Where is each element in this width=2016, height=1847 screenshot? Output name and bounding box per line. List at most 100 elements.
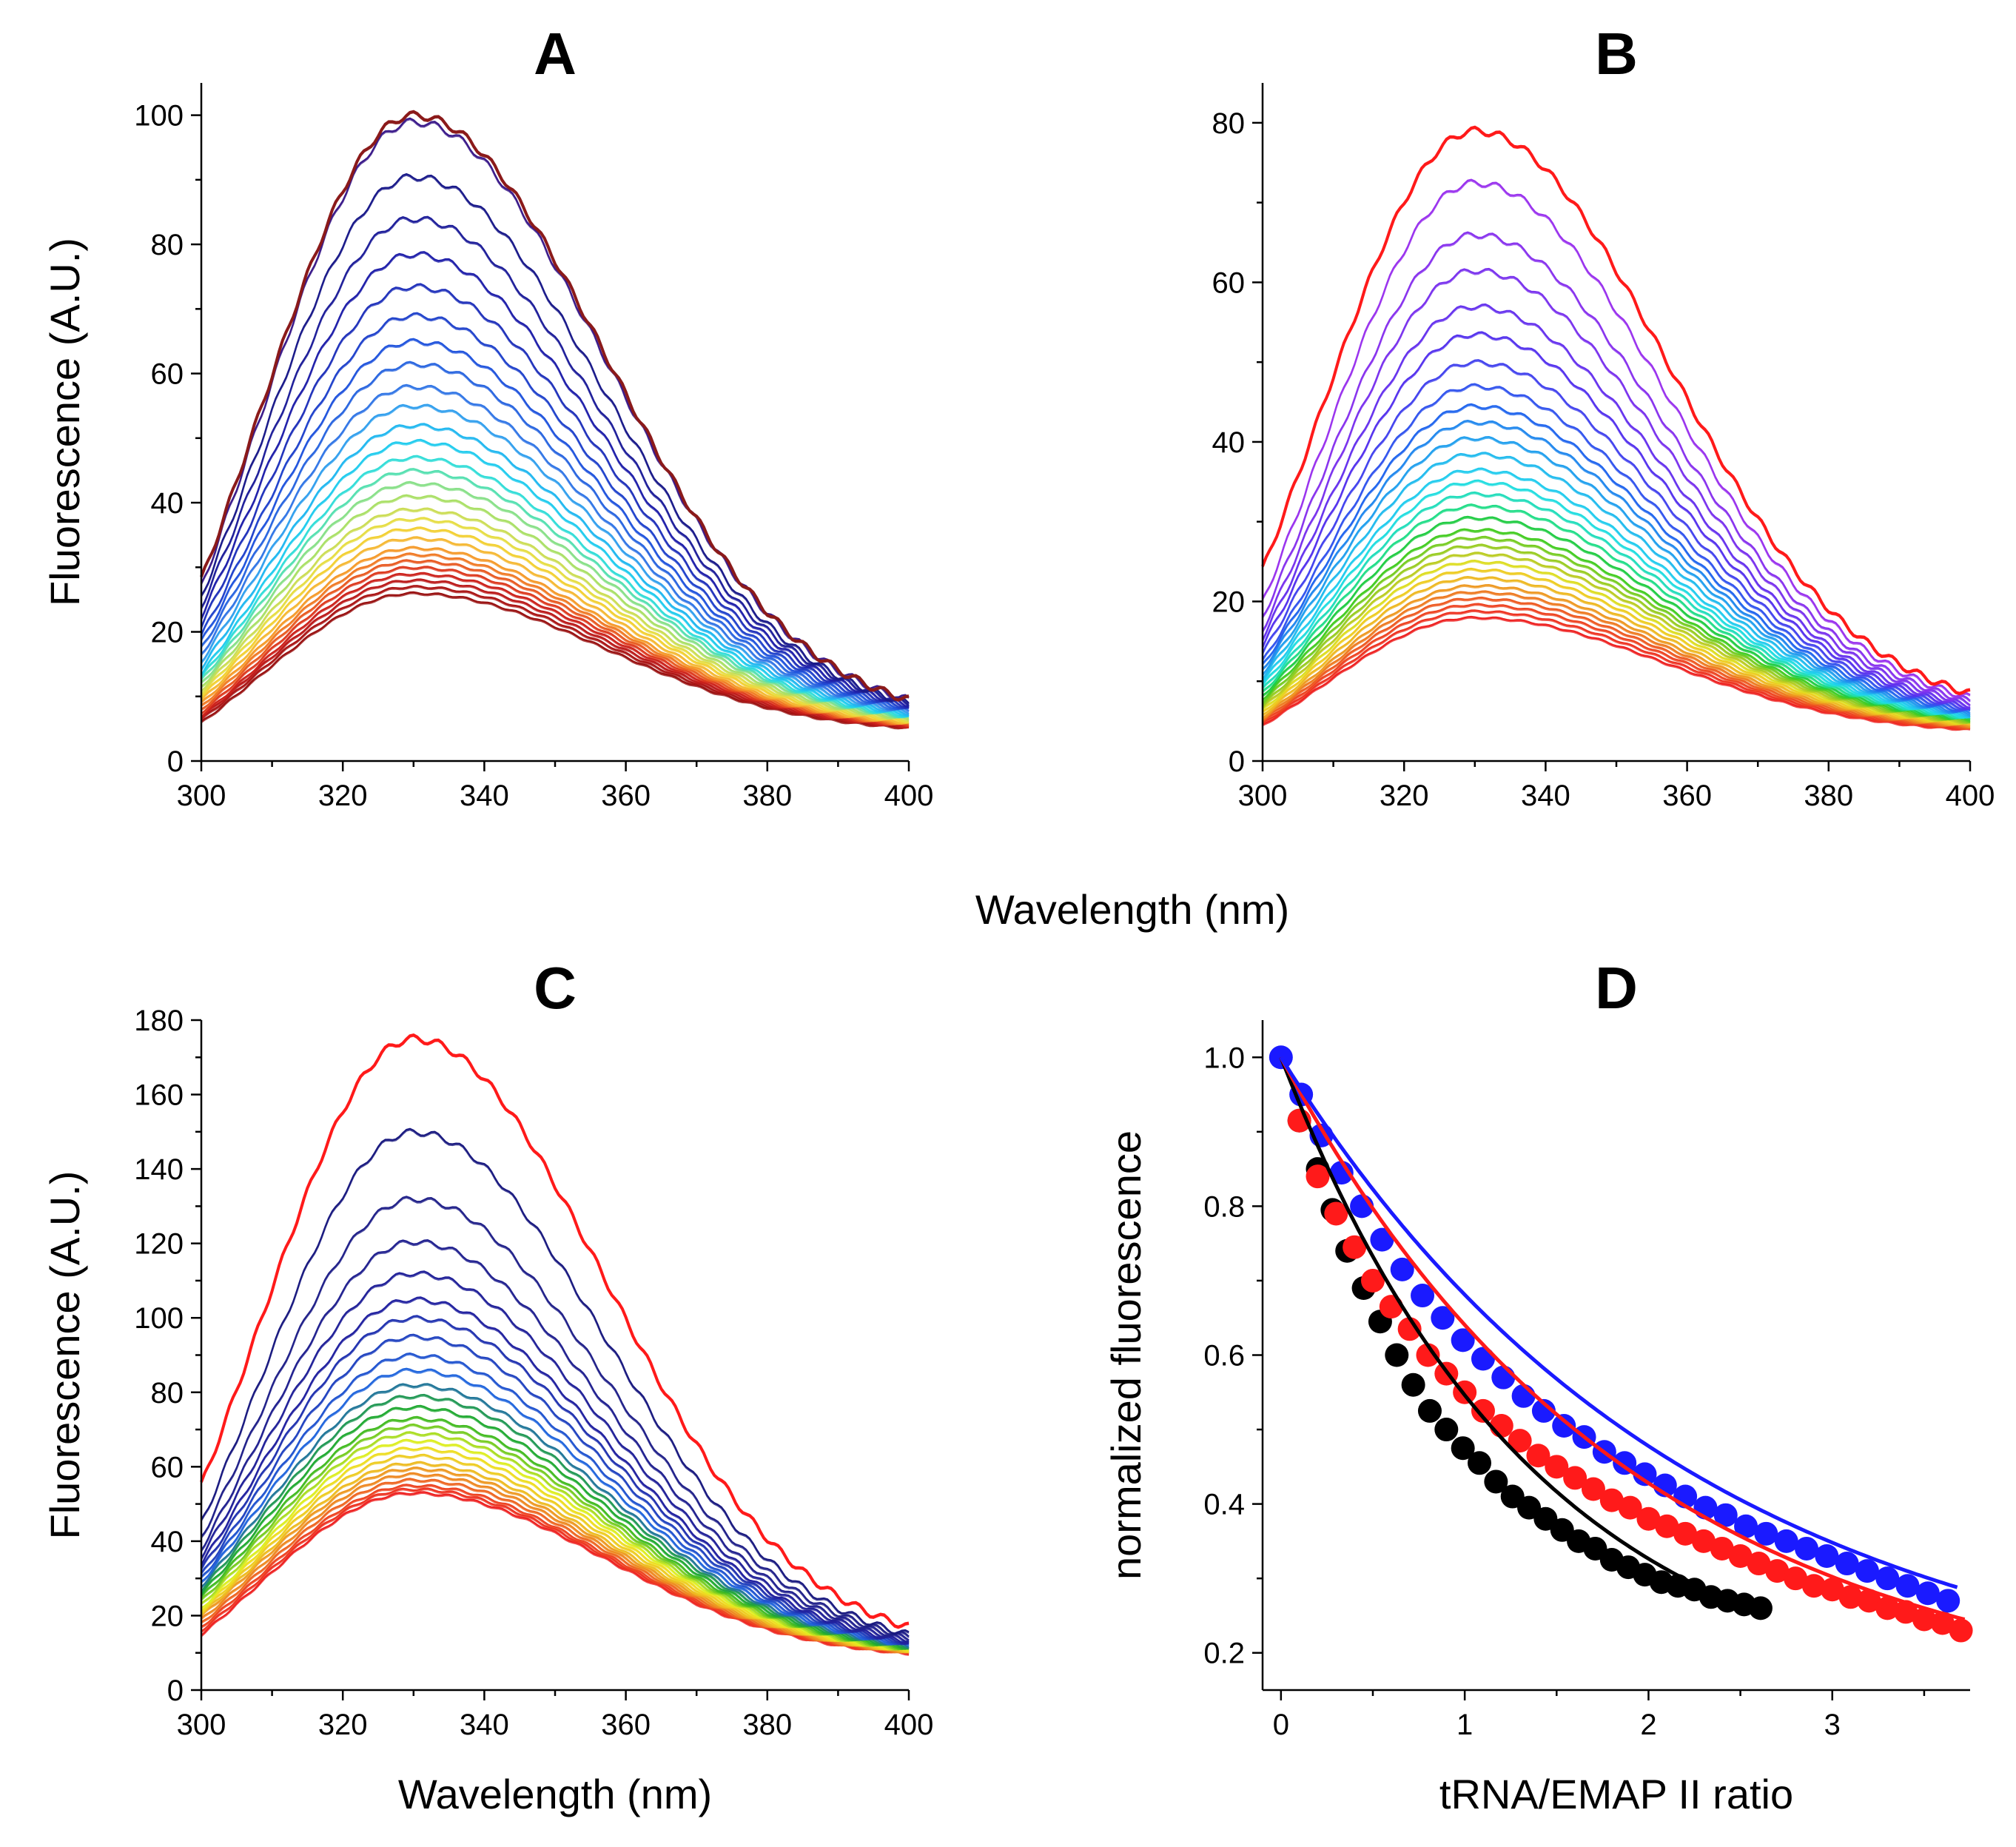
data-point [1390, 1257, 1414, 1281]
spectrum-curve-replicate [201, 482, 910, 719]
data-point [1563, 1466, 1587, 1490]
data-point [1855, 1559, 1879, 1583]
spectrum-curve [201, 546, 910, 724]
spectrum-curve-replicate [201, 1406, 910, 1650]
data-point [1710, 1536, 1734, 1561]
data-point [1728, 1544, 1753, 1568]
data-point [1417, 1398, 1442, 1423]
spectrum-curve-replicate [201, 1455, 910, 1654]
spectrum-curve-replicate [1262, 552, 1971, 725]
y-axis-label: Fluorescence (A.U.) [41, 1171, 88, 1540]
spectrum-curve-replicate [201, 423, 910, 717]
x-tick-label: 340 [460, 780, 509, 812]
data-point [1306, 1164, 1330, 1189]
spectrum-curve-replicate [201, 362, 910, 711]
data-point [1471, 1347, 1495, 1371]
data-point [1370, 1227, 1394, 1252]
spectrum-curve [1262, 596, 1971, 728]
data-point [1491, 1365, 1516, 1390]
spectrum-curve-replicate [201, 1473, 910, 1654]
y-tick-label: 0 [167, 745, 184, 778]
spectrum-curve-replicate [200, 1035, 910, 1629]
spectrum-curve-replicate [1262, 179, 1971, 699]
y-tick-label: 180 [134, 1005, 184, 1037]
data-point [1431, 1306, 1455, 1330]
spectrum-curve-replicate [1262, 591, 1971, 729]
y-tick-label: 0.2 [1203, 1638, 1245, 1670]
data-point [1508, 1429, 1532, 1453]
y-axis-label: Fluorescence (A.U.) [41, 238, 88, 606]
data-point [1655, 1514, 1679, 1538]
panel-b: B 300 320 340 360 380 400 0 20 40 60 80 [1212, 21, 1995, 812]
spectrum-curve [201, 517, 910, 723]
y-tick-label: 60 [151, 358, 184, 391]
data-point [1434, 1418, 1459, 1442]
spectrum-curve-replicate [201, 527, 910, 724]
spectrum-curve-replicate [1262, 585, 1971, 728]
x-tick-label: 320 [318, 1709, 368, 1741]
data-point [1533, 1506, 1558, 1531]
panel-title: D [1595, 955, 1638, 1021]
y-tick-label: 100 [134, 100, 184, 133]
spectrum-curve-replicate [1262, 603, 1971, 730]
data-point [1324, 1201, 1348, 1226]
spectrum-curve-replicate [1262, 492, 1971, 720]
spectrum-curve-replicate [1262, 537, 1971, 724]
data-point [1815, 1544, 1839, 1568]
spectrum-curve [201, 1127, 910, 1635]
spectrum-curve-replicate [201, 586, 910, 729]
spectrum-curve-replicate [201, 1271, 910, 1644]
data-point [1451, 1328, 1475, 1352]
spectrum-curve-replicate [201, 1240, 910, 1642]
y-tick-label: 140 [134, 1153, 184, 1186]
panel-title: C [534, 955, 577, 1021]
spectrum-curve-replicate [1262, 437, 1971, 717]
y-tick-label: 160 [134, 1079, 184, 1112]
fit-line-red [1279, 1056, 1966, 1622]
spectrum-curve-replicate [201, 1196, 910, 1638]
spectrum-curve-replicate [201, 579, 910, 729]
spectrum-curve [201, 1423, 910, 1650]
fit-line-blue [1279, 1056, 1958, 1589]
data-point [1411, 1284, 1435, 1308]
panel-a: A 300 320 340 360 380 400 0 20 40 60 80 100 Fluoresce… [41, 21, 933, 812]
y-tick-label: 0.4 [1203, 1489, 1245, 1521]
y-tick-label: 80 [1212, 107, 1246, 140]
y-tick-label: 1.0 [1203, 1042, 1245, 1074]
spectrum-curve-replicate [200, 313, 910, 710]
spectrum-curve-replicate [1262, 569, 1971, 725]
y-tick-label: 80 [151, 1377, 184, 1409]
spectrum-curve-replicate [201, 1369, 910, 1647]
spectrum-curve [201, 585, 910, 728]
data-point [1713, 1503, 1738, 1527]
spectrum-curve [1262, 383, 1971, 711]
spectrum-curve-replicate [1261, 127, 1971, 696]
data-point [1765, 1559, 1790, 1583]
x-axis-label: tRNA/EMAP II ratio [1439, 1771, 1793, 1817]
x-tick-label: 2 [1640, 1709, 1656, 1741]
y-tick-label: 120 [134, 1228, 184, 1261]
y-tick-label: 60 [1212, 267, 1246, 299]
y-axis-label: normalized fluorescence [1103, 1130, 1149, 1580]
spectrum-curve-replicate [201, 1297, 910, 1646]
x-tick-label: 360 [1662, 780, 1712, 812]
y-tick-label: 0.8 [1203, 1190, 1245, 1223]
data-point [1489, 1414, 1513, 1438]
data-point [1451, 1436, 1475, 1461]
spectrum-curve-replicate [201, 1424, 910, 1651]
spectrum-curve-replicate [1262, 480, 1971, 720]
panel-d: D 0 1 2 3 0.2 0.4 0.6 0.8 1.0 normalized fluoresce… [1103, 955, 1973, 1817]
x-tick-label: 300 [177, 1709, 226, 1741]
spectrum-curve [201, 526, 910, 723]
x-axis-label: Wavelength (nm) [398, 1771, 712, 1817]
data-point [1583, 1536, 1607, 1561]
data-point [1754, 1521, 1778, 1546]
x-tick-label: 400 [1946, 780, 1995, 812]
x-tick-label: 300 [177, 780, 226, 812]
spectrum-curve [1262, 559, 1971, 724]
spectrum-curve-replicate [201, 495, 910, 721]
spectrum-curve-replicate [201, 1129, 910, 1636]
spectrum-curve-replicate [200, 112, 910, 703]
data-point [1636, 1506, 1661, 1531]
spectrum-curve-replicate [1261, 332, 1971, 711]
